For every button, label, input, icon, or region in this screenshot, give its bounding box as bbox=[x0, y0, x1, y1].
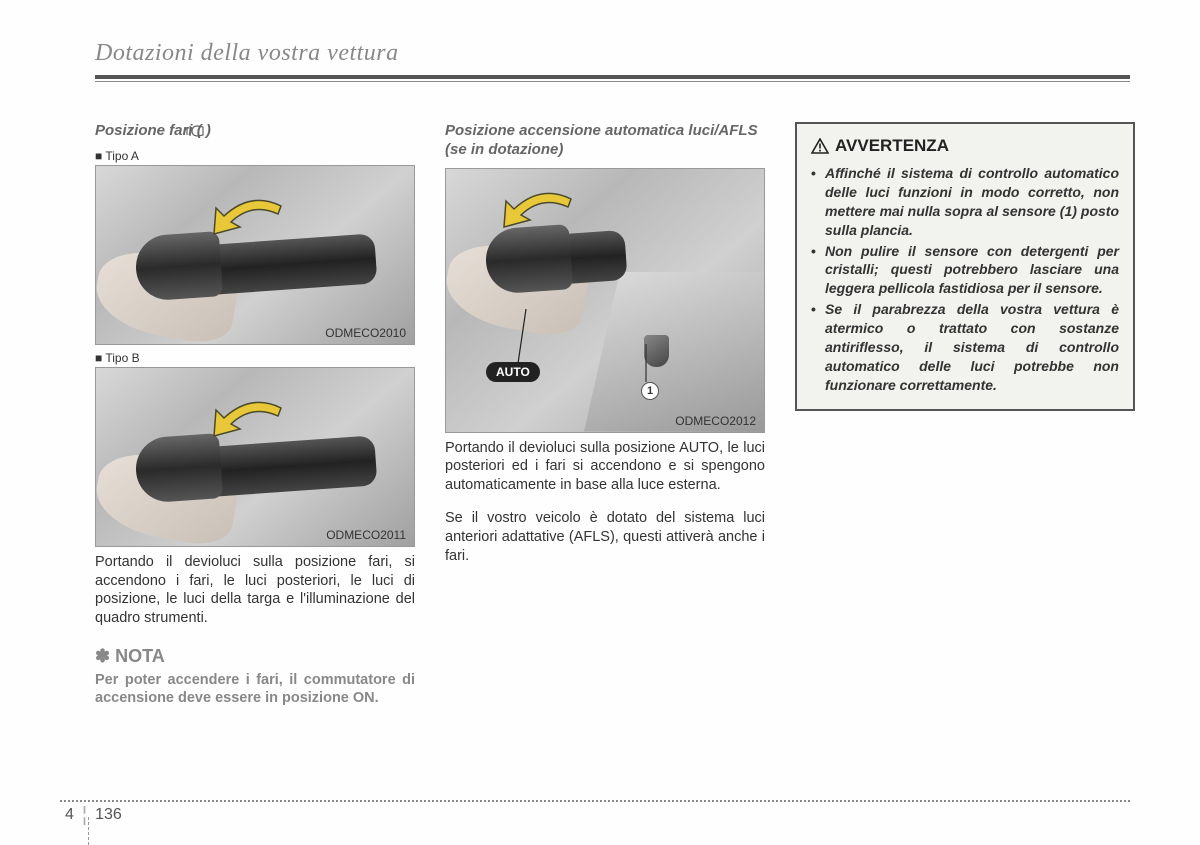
left-column: Posizione fari ( ) ■ Tipo A ODMECO2010 ■… bbox=[95, 122, 415, 707]
mid-body-p1: Portando il devioluci sulla posizione AU… bbox=[445, 439, 765, 496]
page-number-divider: ¦ bbox=[82, 805, 87, 825]
chapter-title: Dotazioni della vostra vettura bbox=[95, 40, 1130, 75]
page-footer: 4 ¦ 136 bbox=[60, 800, 1130, 825]
warning-list: Affinché il sistema di controllo automat… bbox=[811, 164, 1119, 395]
headlight-icon bbox=[185, 125, 207, 137]
figure-code-a: ODMECO2010 bbox=[325, 326, 406, 340]
left-body-text: Portando il devioluci sulla posizione fa… bbox=[95, 553, 415, 628]
figure-auto-afls: AUTO 1 ODMECO2012 bbox=[445, 168, 765, 433]
sensor-leader-line bbox=[634, 344, 654, 384]
rotation-arrow-icon-b bbox=[206, 396, 301, 451]
warning-title-row: AVVERTENZA bbox=[811, 136, 1119, 156]
chapter-number: 4 bbox=[65, 806, 74, 824]
chapter-header-block: Dotazioni della vostra vettura bbox=[95, 40, 1130, 82]
rotation-arrow-icon bbox=[206, 194, 301, 249]
middle-column: Posizione accensione automatica luci/AFL… bbox=[445, 122, 765, 707]
footer-dotted-line bbox=[60, 800, 1130, 802]
nota-symbol: ✽ bbox=[95, 646, 110, 666]
warning-item-1: Affinché il sistema di controllo automat… bbox=[811, 164, 1119, 240]
right-column: AVVERTENZA Affinché il sistema di contro… bbox=[795, 122, 1135, 707]
warning-item-2: Non pulire il sensore con detergenti per… bbox=[811, 242, 1119, 299]
warning-box: AVVERTENZA Affinché il sistema di contro… bbox=[795, 122, 1135, 411]
warning-title-text: AVVERTENZA bbox=[835, 136, 949, 156]
figure-code-b: ODMECO2011 bbox=[326, 528, 406, 542]
mid-section-heading: Posizione accensione automatica luci/AFL… bbox=[445, 122, 765, 160]
page-container: Dotazioni della vostra vettura Posizione… bbox=[0, 0, 1200, 845]
nota-body-text: Per poter accendere i fari, il commutato… bbox=[95, 671, 415, 707]
type-b-label: ■ Tipo B bbox=[95, 351, 415, 365]
warning-triangle-icon bbox=[811, 138, 829, 154]
nota-label: NOTA bbox=[115, 646, 165, 666]
header-rule-thick bbox=[95, 75, 1130, 79]
sensor-number-marker: 1 bbox=[641, 382, 659, 400]
three-column-layout: Posizione fari ( ) ■ Tipo A ODMECO2010 ■… bbox=[95, 122, 1130, 707]
auto-badge: AUTO bbox=[486, 362, 540, 382]
figure-code-c: ODMECO2012 bbox=[675, 414, 756, 428]
figure-tipo-b: ODMECO2011 bbox=[95, 367, 415, 547]
nota-heading: ✽ NOTA bbox=[95, 646, 415, 667]
footer-dashed-vertical bbox=[88, 817, 89, 845]
warning-item-3: Se il parabrezza della vostra vettura è … bbox=[811, 300, 1119, 394]
dashboard-shape bbox=[584, 272, 764, 432]
figure-tipo-a: ODMECO2010 bbox=[95, 165, 415, 345]
rotation-arrow-icon-c bbox=[496, 187, 591, 242]
type-a-label: ■ Tipo A bbox=[95, 149, 415, 163]
header-rule-thin bbox=[95, 81, 1130, 82]
mid-body-p2: Se il vostro veicolo è dotato del sistem… bbox=[445, 509, 765, 566]
left-section-heading: Posizione fari ( ) bbox=[95, 122, 415, 141]
page-number-block: 4 ¦ 136 bbox=[60, 805, 1130, 825]
page-number: 136 bbox=[95, 806, 122, 824]
